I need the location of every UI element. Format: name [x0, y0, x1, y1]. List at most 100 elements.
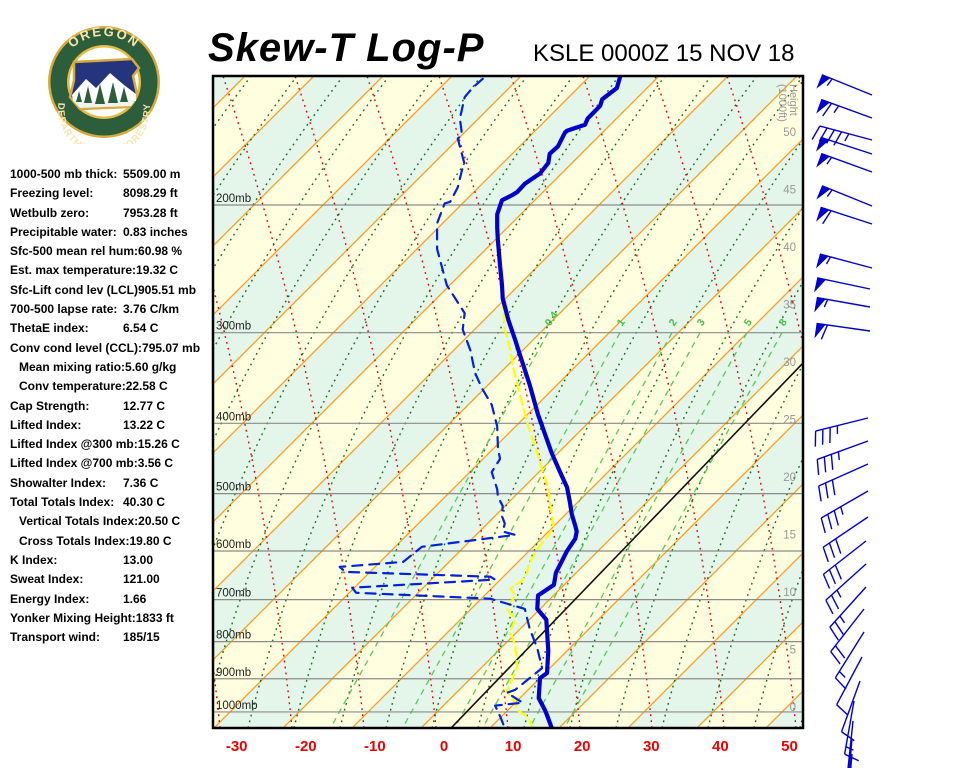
pressure-label: 300mb: [216, 321, 251, 333]
parcel-trace: [450, 362, 802, 727]
wind-barb: [811, 125, 873, 146]
wind-barb: [816, 98, 873, 119]
stat-label: Lifted Index @300 mb:: [10, 437, 138, 452]
stat-row: Sweat Index: 121.00: [10, 572, 210, 591]
stat-value: 8098.29 ft: [123, 186, 178, 201]
stat-row: Precipitable water: 0.83 inches: [10, 225, 210, 244]
stat-row: ThetaE index: 6.54 C: [10, 321, 210, 340]
stat-label: Precipitable water:: [10, 224, 117, 239]
temp-axis-label: 20: [574, 738, 591, 755]
stat-value: 6.54 C: [123, 321, 159, 336]
temperature-trace: [495, 77, 623, 727]
stat-value: 20.50 C: [138, 514, 181, 529]
wind-barb: [814, 277, 871, 293]
stat-label: K Index:: [10, 552, 58, 567]
stat-label: Yonker Mixing Height:: [10, 610, 136, 625]
wind-barb: [822, 540, 867, 589]
skewt-chart: 0.4 1 2 3 5 8200mb300mb400mb500mb600mb700mb80…: [211, 74, 805, 755]
stat-row: Conv cond level (CCL): 795.07 mb: [10, 341, 210, 360]
height-tick-label: 30: [783, 357, 796, 369]
stat-row: Est. max temperature: 19.32 C: [10, 263, 210, 282]
mixing-ratio-label: 8: [777, 317, 790, 329]
wind-barb: [834, 631, 865, 690]
wind-barb: [814, 296, 871, 313]
stat-label: Sweat Index:: [10, 572, 84, 587]
stat-row: Lifted Index @300 mb: 15.26 C: [10, 437, 210, 456]
stat-label: Sfc-500 mean rel hum:: [10, 244, 139, 259]
stat-label: Est. max temperature:: [10, 263, 137, 278]
wind-barb: [816, 185, 873, 207]
stat-value: 795.07 mb: [142, 340, 201, 355]
stat-label: Lifted Index @700 mb:: [10, 456, 138, 471]
stat-label: 700-500 lapse rate:: [10, 302, 118, 317]
stat-row: Transport wind: 185/15: [10, 630, 210, 649]
stat-label: Total Totals Index:: [10, 495, 115, 510]
stat-row: Wetbulb zero: 7953.28 ft: [10, 206, 210, 225]
stat-row: Vertical Totals Index: 20.50 C: [10, 514, 210, 533]
wind-barb: [822, 516, 869, 563]
stat-value: 5509.00 m: [123, 167, 181, 181]
stat-value: 7953.28 ft: [123, 205, 178, 220]
pressure-label: 700mb: [216, 588, 251, 600]
stat-value: 19.32 C: [136, 263, 179, 278]
stat-value: 3.76 C/km: [123, 302, 180, 317]
temp-axis-label: 0: [440, 738, 448, 755]
wind-barb: [850, 753, 853, 768]
stat-value: 5.60 g/kg: [125, 359, 177, 374]
height-tick-label: 15: [783, 530, 796, 542]
stat-row: Cross Totals Index: 19.80 C: [10, 534, 210, 553]
height-axis-title: Height: [787, 84, 799, 116]
stat-label: Cap Strength:: [10, 398, 90, 413]
height-tick-label: 45: [783, 185, 796, 197]
wind-barb: [816, 136, 873, 155]
stat-row: Sfc-500 mean rel hum: 60.98 %: [10, 244, 210, 263]
station-id-line: KSLE 0000Z 15 NOV 18: [533, 40, 795, 67]
stat-label: Transport wind:: [10, 630, 100, 645]
stat-label: Wetbulb zero:: [10, 205, 90, 220]
wind-barb: [816, 206, 873, 225]
stat-value: 12.77 C: [123, 398, 166, 413]
stat-row: 1000-500 mb thick: 5509.00 m: [10, 167, 210, 186]
stat-label: Mean mixing ratio:: [19, 359, 126, 374]
stat-row: K Index: 13.00: [10, 553, 210, 572]
stat-label: Showalter Index:: [10, 475, 107, 490]
stat-label: Cross Totals Index:: [19, 533, 130, 548]
mixing-ratio-label: 3: [695, 317, 708, 329]
pressure-label: 600mb: [216, 539, 251, 551]
temp-axis-label: 30: [643, 738, 660, 755]
stat-value: 3.56 C: [137, 456, 174, 471]
wind-barb: [825, 563, 867, 615]
pressure-label: 500mb: [216, 482, 251, 494]
stat-row: Lifted Index @700 mb: 3.56 C: [10, 456, 210, 475]
height-tick-label: 0: [790, 702, 796, 714]
mixing-ratio-label: 2: [667, 317, 680, 329]
stat-value: 905.51 mb: [138, 282, 197, 297]
stat-value: 60.98 %: [138, 244, 183, 259]
wind-barb: [816, 74, 873, 96]
temp-axis-label: -30: [226, 738, 248, 755]
wind-barb: [814, 417, 869, 447]
temp-axis-label: -10: [364, 738, 386, 755]
stat-value: 0.83 inches: [123, 224, 188, 239]
wind-barb: [836, 656, 863, 716]
wind-barb: [816, 440, 869, 475]
stat-label: Lifted Index:: [10, 417, 82, 432]
stat-value: 185/15: [123, 630, 160, 645]
wet_bulb-trace: [496, 214, 555, 727]
mixing-ratio-label: 1: [615, 317, 628, 329]
stat-value: 13.00: [123, 552, 154, 567]
stat-row: Showalter Index: 7.36 C: [10, 476, 210, 495]
stat-label: Conv cond level (CCL):: [10, 340, 143, 355]
wind-barb: [829, 586, 867, 641]
pressure-label: 900mb: [216, 667, 251, 679]
stat-label: Energy Index:: [10, 591, 90, 606]
pressure-label: 800mb: [216, 630, 251, 642]
stat-row: Yonker Mixing Height: 1833 ft: [10, 611, 210, 630]
stat-value: 22.58 C: [125, 379, 168, 394]
temp-axis-label: 40: [712, 738, 729, 755]
pressure-label: 200mb: [216, 193, 251, 205]
stat-value: 40.30 C: [123, 495, 166, 510]
stat-value: 1.66: [123, 591, 147, 606]
stat-row: Sfc-Lift cond lev (LCL) 905.51 mb: [10, 283, 210, 302]
